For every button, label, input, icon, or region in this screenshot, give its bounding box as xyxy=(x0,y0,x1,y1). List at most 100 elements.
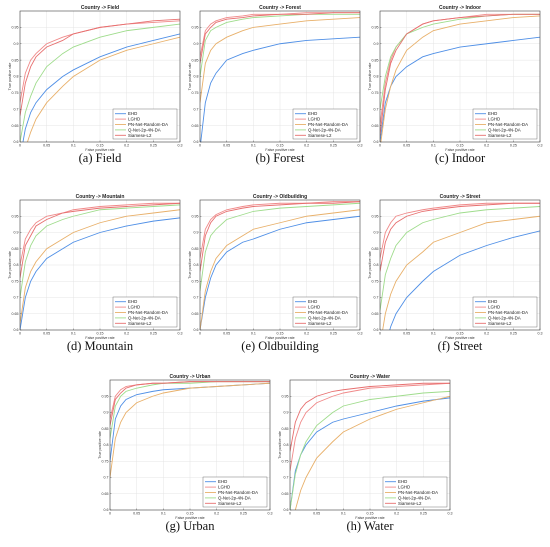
panel-caption: (e) Oldbuilding xyxy=(241,339,319,353)
y-tick-label: 0.6 xyxy=(104,508,109,512)
y-tick-label: 0.65 xyxy=(12,124,19,128)
y-tick-label: 0.65 xyxy=(282,492,289,496)
x-tick-label: 0.25 xyxy=(330,144,337,148)
y-tick-label: 0.75 xyxy=(192,91,199,95)
x-tick-label: 0.25 xyxy=(150,144,157,148)
y-tick-label: 0.9 xyxy=(374,231,379,235)
legend: EHDLGHDPN-Net-Random-DAQ-Net-2p-4N-DASia… xyxy=(472,296,538,328)
y-tick-label: 0.85 xyxy=(282,427,289,431)
y-tick-label: 0.7 xyxy=(374,296,379,300)
legend-label: Siamese-L2 xyxy=(488,133,512,138)
x-tick-label: 0.15 xyxy=(97,332,104,336)
y-tick-label: 0.85 xyxy=(12,58,19,62)
legend-label: EHD xyxy=(488,299,497,304)
x-axis-label: False positive rate xyxy=(445,148,474,152)
series-line-ehd xyxy=(20,217,180,330)
roc-panel: 0 0.05 0.1 0.15 0.2 0.25 0.3 0.6 0.65 0.7 0.75 0.8 0… xyxy=(98,374,273,533)
y-tick-label: 0.85 xyxy=(192,247,199,251)
y-tick-label: 0.85 xyxy=(102,427,109,431)
x-axis-label: False positive rate xyxy=(265,336,294,340)
x-axis-label: False positive rate xyxy=(85,148,114,152)
series-line-ehd xyxy=(22,33,180,142)
roc-panel: 0 0.05 0.1 0.15 0.2 0.25 0.3 0.6 0.65 0.7 0.75 0.8 0… xyxy=(188,5,363,165)
x-tick-label: 0.1 xyxy=(251,144,256,148)
series-line-siamese-l2 xyxy=(380,13,540,136)
roc-panel: 0 0.05 0.1 0.15 0.2 0.25 0.3 0.6 0.65 0.7 0.75 0.8 0… xyxy=(188,194,363,353)
legend-label: Siamese-L2 xyxy=(128,133,152,138)
y-tick-label: 0.9 xyxy=(14,42,19,46)
x-tick-label: 0.25 xyxy=(420,512,427,516)
legend-label: PN-Net-Random-DA xyxy=(128,122,168,127)
x-tick-label: 0.25 xyxy=(510,144,517,148)
y-tick-label: 0.75 xyxy=(282,459,289,463)
y-tick-label: 0.8 xyxy=(284,443,289,447)
series-line-pn-net-random-da xyxy=(294,395,450,510)
x-tick-label: 0.3 xyxy=(358,144,363,148)
series-line-siamese-l2 xyxy=(200,12,360,64)
y-tick-label: 0.65 xyxy=(372,124,379,128)
x-tick-label: 0.3 xyxy=(358,332,363,336)
series-line-q-net-2p-4n-da xyxy=(20,204,180,298)
legend-label: LGHD xyxy=(308,117,320,122)
legend-label: Q-Net-2p-4N-DA xyxy=(128,315,161,320)
series-line-siamese-l2 xyxy=(110,381,270,426)
x-tick-label: 0.3 xyxy=(448,512,453,516)
legend-label: PN-Net-Random-DA xyxy=(488,122,528,127)
x-tick-label: 0 xyxy=(379,144,381,148)
y-tick-label: 0.75 xyxy=(12,91,19,95)
y-tick-label: 0.95 xyxy=(282,394,289,398)
legend-label: LGHD xyxy=(308,305,320,310)
y-tick-label: 0.6 xyxy=(284,508,289,512)
x-tick-label: 0.15 xyxy=(187,512,194,516)
y-tick-label: 0.7 xyxy=(194,296,199,300)
legend-label: LGHD xyxy=(398,485,410,490)
roc-panel: 0 0.05 0.1 0.15 0.2 0.25 0.3 0.6 0.65 0.7 0.75 0.8 0… xyxy=(278,374,453,533)
x-tick-label: 0.3 xyxy=(538,144,543,148)
series-line-pn-net-random-da xyxy=(26,36,180,142)
x-axis-label: False positive rate xyxy=(355,516,384,520)
series-line-q-net-2p-4n-da xyxy=(20,23,180,142)
legend-label: LGHD xyxy=(488,117,500,122)
legend: EHDLGHDPN-Net-Random-DAQ-Net-2p-4N-DASia… xyxy=(112,296,178,328)
y-axis-label: True positive rate xyxy=(188,251,192,279)
x-axis-label: False positive rate xyxy=(445,336,474,340)
x-tick-label: 0.05 xyxy=(403,332,410,336)
series-line-q-net-2p-4n-da xyxy=(290,390,450,510)
series-line-q-net-2p-4n-da xyxy=(200,202,360,292)
x-tick-label: 0.1 xyxy=(251,332,256,336)
x-tick-label: 0 xyxy=(19,144,21,148)
y-tick-label: 0.8 xyxy=(194,75,199,79)
roc-panel: 0 0.05 0.1 0.15 0.2 0.25 0.3 0.6 0.65 0.7 0.75 0.8 0… xyxy=(8,5,183,165)
y-axis-label: True positive rate xyxy=(278,431,282,459)
x-tick-label: 0.15 xyxy=(457,144,464,148)
legend-label: LGHD xyxy=(218,485,230,490)
x-tick-label: 0.25 xyxy=(240,512,247,516)
y-tick-label: 0.7 xyxy=(374,107,379,111)
y-axis-label: True positive rate xyxy=(368,251,372,279)
legend-label: Q-Net-2p-4N-DA xyxy=(218,495,251,500)
x-tick-label: 0 xyxy=(199,144,201,148)
y-tick-label: 0.9 xyxy=(194,231,199,235)
panel-caption: (d) Mountain xyxy=(67,339,134,353)
series-line-siamese-l2 xyxy=(20,202,180,279)
legend: EHDLGHDPN-Net-Random-DAQ-Net-2p-4N-DASia… xyxy=(292,296,358,328)
x-tick-label: 0.3 xyxy=(538,332,543,336)
legend-label: LGHD xyxy=(128,117,140,122)
legend-label: PN-Net-Random-DA xyxy=(308,310,348,315)
x-tick-label: 0.15 xyxy=(367,512,374,516)
y-tick-label: 0.75 xyxy=(192,279,199,283)
y-tick-label: 0.85 xyxy=(372,58,379,62)
y-tick-label: 0.7 xyxy=(14,296,19,300)
panel-caption: (h) Water xyxy=(346,519,394,533)
legend-label: PN-Net-Random-DA xyxy=(308,122,348,127)
y-tick-label: 0.95 xyxy=(12,26,19,30)
y-tick-label: 0.9 xyxy=(14,231,19,235)
series-line-siamese-l2 xyxy=(380,202,540,272)
y-axis-label: True positive rate xyxy=(98,431,102,459)
x-tick-label: 0.1 xyxy=(161,512,166,516)
panel-caption: (f) Street xyxy=(438,339,483,353)
legend-label: PN-Net-Random-DA xyxy=(218,490,258,495)
y-tick-label: 0.65 xyxy=(372,312,379,316)
legend-label: Siamese-L2 xyxy=(308,321,332,326)
